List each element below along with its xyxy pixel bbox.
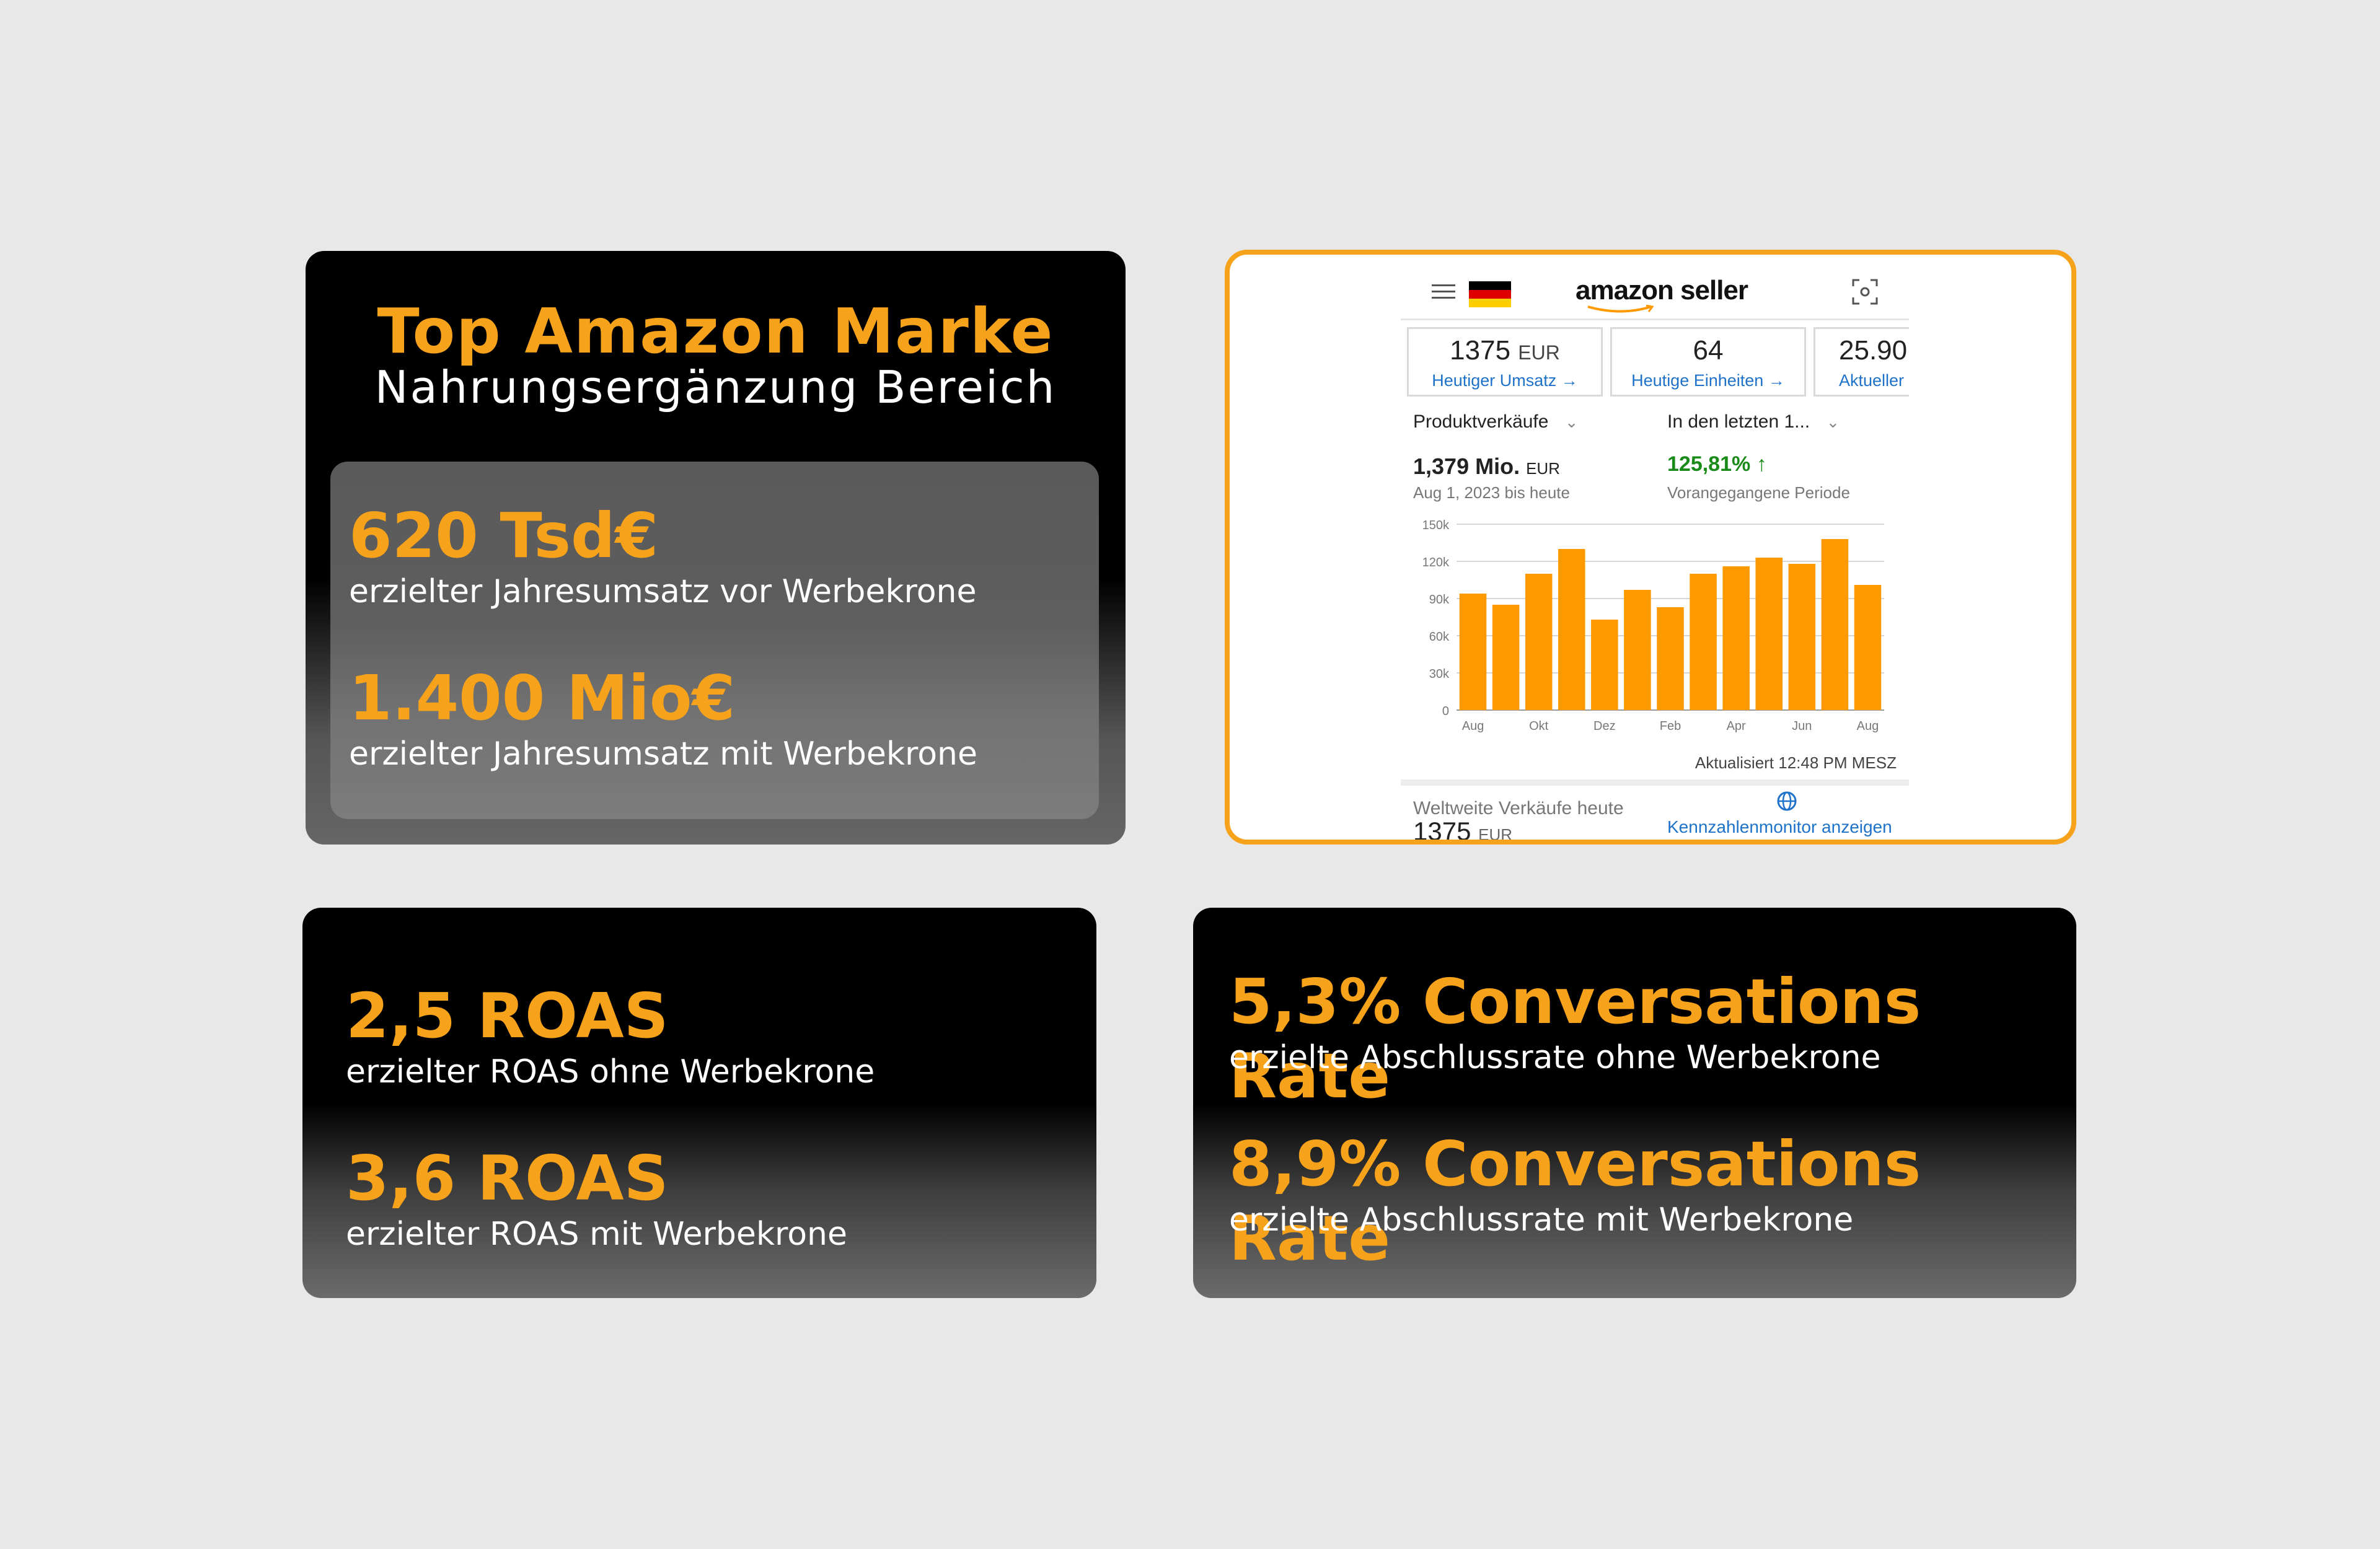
worldwide-sales-label: Weltweite Verkäufe heute	[1413, 798, 1624, 818]
chart-bar-mär-7	[1690, 574, 1717, 710]
worldwide-sales-unit: EUR	[1478, 825, 1513, 844]
x-tick-label: Aug	[1857, 719, 1879, 733]
germany-flag-icon[interactable]	[1469, 281, 1511, 307]
chevron-down-icon: ⌄	[1564, 413, 1579, 431]
seller-screenshot-card: amazon seller 1375 EUR Heutiger Umsatz →…	[1225, 250, 2076, 845]
product-sales-dropdown-label: Produktverkäufe	[1413, 411, 1549, 432]
total-sales-value: 1,379 Mio.	[1413, 454, 1520, 479]
chart-bar-jan-5	[1624, 590, 1651, 710]
roas-before-label: erzielter ROAS ohne Werbekrone	[346, 1053, 875, 1090]
app-header: amazon seller	[1401, 264, 1909, 320]
conversion-before-label: erzielte Abschlussrate ohne Werbekrone	[1229, 1039, 1881, 1076]
y-tick-label: 120k	[1422, 556, 1450, 569]
conversion-after-value: 8,9% Conversations Rate	[1229, 1128, 1921, 1275]
x-tick-label: Dez	[1593, 719, 1616, 733]
y-tick-label: 30k	[1429, 667, 1450, 681]
kpi-current-value: 25.90	[1839, 335, 1908, 366]
worldwide-sales-value: 1375	[1413, 817, 1471, 845]
x-tick-label: Jun	[1792, 719, 1812, 733]
arrow-right-icon: →	[1763, 371, 1785, 390]
kpi-today-revenue-link[interactable]: Heutiger Umsatz	[1432, 371, 1557, 390]
revenue-before-value: 620 Tsd€	[349, 499, 659, 572]
roas-before-value: 2,5 ROAS	[346, 980, 669, 1052]
roas-after-value: 3,6 ROAS	[346, 1142, 669, 1214]
chart-bar-feb-6	[1657, 607, 1684, 710]
sales-bar-chart: 0 30k 60k 90k 120k 150k Aug Okt Dez Feb Apr Jun Aug	[1422, 519, 1884, 733]
divider	[1401, 779, 1909, 786]
conversion-after-label: erzielte Abschlussrate mit Werbekrone	[1229, 1201, 1854, 1239]
chart-bar-nov-3	[1558, 549, 1585, 710]
total-sales: 1,379 Mio. EUR	[1413, 454, 1560, 480]
worldwide-sales: 1375 EUR	[1413, 817, 1513, 845]
chart-bar-mai-9	[1755, 558, 1783, 710]
x-tick-label: Aug	[1462, 719, 1484, 733]
conversion-stats-card: 5,3% Conversations Rate erzielte Abschlu…	[1193, 908, 2076, 1298]
total-sales-unit: EUR	[1526, 459, 1560, 478]
y-tick-label: 60k	[1429, 630, 1450, 644]
growth-rate: 125,81% ↑	[1667, 452, 1767, 476]
revenue-after-value: 1.400 Mio€	[349, 662, 736, 734]
roas-after-label: erzielter ROAS mit Werbekrone	[346, 1216, 847, 1253]
amazon-seller-logo: amazon seller	[1576, 275, 1748, 305]
chart-bar-aug-12	[1854, 585, 1882, 710]
revenue-panel: 620 Tsd€ erzielter Jahresumsatz vor Werb…	[330, 462, 1099, 819]
amazon-smile-icon	[1587, 305, 1654, 313]
arrow-up-icon: ↑	[1756, 452, 1767, 476]
chart-bar-jun-10	[1788, 564, 1816, 710]
kpi-today-units-link[interactable]: Heutige Einheiten	[1631, 371, 1764, 390]
kpi-today-revenue-unit: EUR	[1518, 341, 1560, 364]
seller-app-screen: amazon seller 1375 EUR Heutiger Umsatz →…	[1401, 264, 1909, 840]
last-updated: Aktualisiert 12:48 PM MESZ	[1695, 753, 1897, 772]
kpi-today-units-value: 64	[1693, 335, 1724, 366]
brand-title: Top Amazon Marke	[377, 295, 1054, 367]
chart-bar-aug-0	[1459, 594, 1487, 710]
kpi-current[interactable]: 25.90 Aktueller	[1814, 327, 1909, 397]
chart-bar-apr-8	[1722, 566, 1750, 710]
revenue-after-label: erzielter Jahresumsatz mit Werbekrone	[349, 735, 977, 773]
period-dropdown[interactable]: In den letzten 1... ⌄	[1667, 411, 1840, 432]
brand-subtitle: Nahrungsergänzung Bereich	[374, 361, 1057, 413]
roas-stats-card: 2,5 ROAS erzielter ROAS ohne Werbekrone …	[302, 908, 1096, 1298]
x-tick-label: Feb	[1660, 719, 1681, 733]
growth-rate-label: Vorangegangene Periode	[1667, 483, 1850, 502]
chart-bar-okt-2	[1525, 574, 1553, 710]
product-sales-dropdown[interactable]: Produktverkäufe ⌄	[1413, 411, 1579, 432]
menu-icon[interactable]	[1432, 283, 1457, 301]
y-tick-label: 0	[1442, 704, 1449, 718]
kpi-today-revenue-value: 1375	[1450, 335, 1511, 366]
y-tick-label: 90k	[1429, 593, 1450, 607]
kpi-today-units[interactable]: 64 Heutige Einheiten →	[1610, 327, 1806, 397]
revenue-before-label: erzielter Jahresumsatz vor Werbekrone	[349, 573, 977, 610]
y-tick-label: 150k	[1422, 519, 1450, 532]
chart-bar-jul-11	[1821, 539, 1849, 710]
conversion-before-value: 5,3% Conversations Rate	[1229, 965, 1921, 1112]
scan-icon[interactable]	[1852, 279, 1878, 305]
chart-bar-sep-1	[1492, 605, 1520, 710]
brand-stats-card: Top Amazon Marke Nahrungsergänzung Berei…	[306, 251, 1126, 845]
kpi-today-revenue[interactable]: 1375 EUR Heutiger Umsatz →	[1407, 327, 1603, 397]
arrow-right-icon: →	[1556, 371, 1578, 390]
growth-rate-value: 125,81%	[1667, 452, 1751, 476]
metrics-monitor-link[interactable]: Kennzahlenmonitor anzeigen	[1667, 817, 1892, 836]
chevron-down-icon: ⌄	[1826, 413, 1840, 431]
chart-bar-dez-4	[1591, 620, 1618, 710]
kpi-current-link[interactable]: Aktueller	[1839, 371, 1905, 390]
x-tick-label: Apr	[1727, 719, 1746, 733]
x-tick-label: Okt	[1529, 719, 1549, 733]
globe-icon[interactable]	[1776, 791, 1797, 812]
total-sales-period: Aug 1, 2023 bis heute	[1413, 483, 1570, 502]
period-dropdown-label: In den letzten 1...	[1667, 411, 1810, 432]
